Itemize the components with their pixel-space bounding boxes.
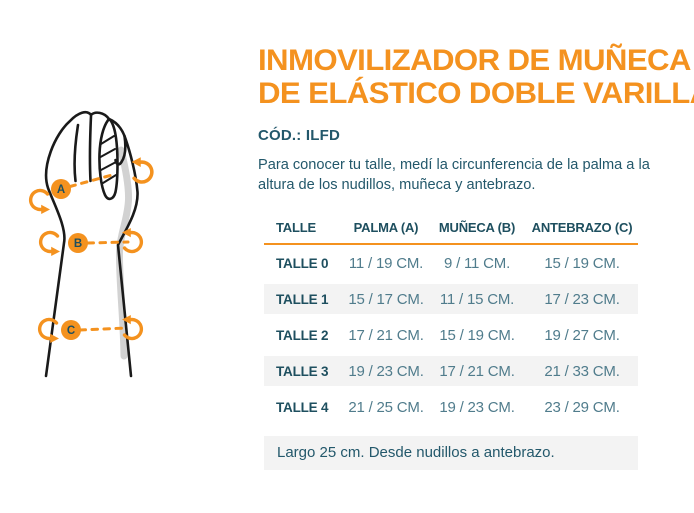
table-row: TALLE 0 11 / 19 CM. 9 / 11 CM. 15 / 19 C… bbox=[264, 245, 638, 281]
header-palma: PALMA (A) bbox=[353, 220, 419, 235]
product-info: INMOVILIZADOR DE MUÑECA DE ELÁSTICO DOBL… bbox=[258, 44, 694, 470]
palma-value: 21 / 25 CM. bbox=[348, 398, 424, 416]
size-label: TALLE 4 bbox=[276, 399, 329, 415]
product-title-line2: DE ELÁSTICO DOBLE VARILLA bbox=[258, 77, 694, 110]
size-table-body: TALLE 0 11 / 19 CM. 9 / 11 CM. 15 / 19 C… bbox=[264, 245, 638, 425]
point-a-label: A bbox=[57, 184, 65, 196]
rotation-arrow-icon bbox=[37, 317, 61, 345]
antebrazo-value: 21 / 33 CM. bbox=[544, 362, 620, 380]
sizing-instructions: Para conocer tu talle, medí la circunfer… bbox=[258, 157, 650, 193]
rotation-arrow-icon bbox=[28, 188, 52, 216]
header-antebrazo: ANTEBRAZO (C) bbox=[531, 220, 633, 235]
product-title: INMOVILIZADOR DE MUÑECA DE ELÁSTICO DOBL… bbox=[258, 44, 694, 110]
hand-measurement-illustration: A B C bbox=[28, 104, 230, 396]
palma-value: 15 / 17 CM. bbox=[348, 290, 424, 308]
palma-value: 11 / 19 CM. bbox=[348, 254, 424, 272]
header-muneca: MUÑECA (B) bbox=[438, 220, 516, 235]
measure-point-a: A bbox=[51, 179, 71, 199]
rotation-arrow-icon bbox=[38, 230, 62, 258]
palma-value: 17 / 21 CM. bbox=[348, 326, 424, 344]
table-row: TALLE 1 15 / 17 CM. 11 / 15 CM. 17 / 23 … bbox=[264, 281, 638, 317]
point-c-label: C bbox=[67, 325, 75, 337]
palma-value: 19 / 23 CM. bbox=[348, 362, 424, 380]
measurement-dashed-lines bbox=[68, 173, 130, 332]
muneca-value: 9 / 11 CM. bbox=[443, 254, 511, 272]
size-table: TALLE PALMA (A) MUÑECA (B) ANTEBRAZO (C)… bbox=[264, 220, 638, 470]
measure-point-b: B bbox=[68, 233, 88, 253]
measure-point-c: C bbox=[61, 320, 81, 340]
rotation-arrow-icon bbox=[120, 226, 144, 254]
antebrazo-value: 19 / 27 CM. bbox=[544, 326, 620, 344]
size-label: TALLE 0 bbox=[276, 255, 329, 271]
rotation-arrows bbox=[28, 155, 154, 345]
table-row: TALLE 2 17 / 21 CM. 15 / 19 CM. 19 / 27 … bbox=[264, 317, 638, 353]
header-talle: TALLE bbox=[276, 220, 316, 235]
point-b-label: B bbox=[74, 238, 82, 250]
size-label: TALLE 2 bbox=[276, 327, 329, 343]
table-row: TALLE 3 19 / 23 CM. 17 / 21 CM. 21 / 33 … bbox=[264, 353, 638, 389]
muneca-value: 19 / 23 CM. bbox=[439, 398, 515, 416]
product-title-line1: INMOVILIZADOR DE MUÑECA bbox=[258, 44, 691, 77]
table-row: TALLE 4 21 / 25 CM. 19 / 23 CM. 23 / 29 … bbox=[264, 389, 638, 425]
antebrazo-value: 15 / 19 CM. bbox=[544, 254, 620, 272]
hand-diagram-svg: A B C bbox=[28, 110, 154, 378]
length-note: Largo 25 cm. Desde nudillos a antebrazo. bbox=[264, 436, 638, 470]
size-label: TALLE 3 bbox=[276, 363, 329, 379]
muneca-value: 11 / 15 CM. bbox=[439, 290, 515, 308]
muneca-value: 17 / 21 CM. bbox=[439, 362, 515, 380]
size-table-header: TALLE PALMA (A) MUÑECA (B) ANTEBRAZO (C) bbox=[264, 220, 638, 245]
muneca-value: 15 / 19 CM. bbox=[439, 326, 515, 344]
antebrazo-value: 23 / 29 CM. bbox=[544, 398, 620, 416]
product-code: CÓD.: ILFD bbox=[258, 127, 340, 144]
antebrazo-value: 17 / 23 CM. bbox=[544, 290, 620, 308]
size-label: TALLE 1 bbox=[276, 291, 329, 307]
hand-outline bbox=[44, 110, 139, 378]
